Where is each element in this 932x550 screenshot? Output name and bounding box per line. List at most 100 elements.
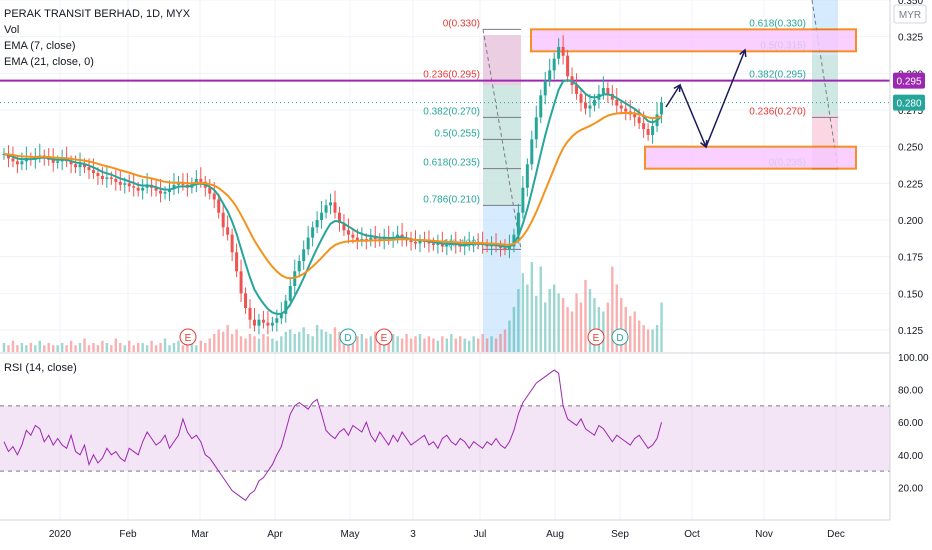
candle-body (615, 99, 619, 106)
volume-bar (204, 343, 207, 352)
volume-bar (199, 340, 203, 352)
fib-ext-label: 0.382(0.295) (749, 70, 806, 81)
volume-bar (172, 343, 176, 352)
price-tick-label: 0.350 (898, 0, 923, 7)
event-marker-e (179, 328, 197, 346)
volume-bar (289, 329, 292, 352)
volume-bar (521, 273, 525, 352)
volume-bar (552, 284, 556, 352)
candle-body (159, 190, 163, 194)
forecast-arrow-head (739, 48, 747, 58)
candle-body (230, 234, 234, 253)
rsi-tick-label: 20.00 (898, 483, 923, 494)
volume-bar (454, 338, 457, 352)
fib-trend-line (482, 29, 522, 250)
candle-body (619, 105, 623, 109)
candle-body (208, 187, 212, 194)
candle-body (78, 164, 82, 168)
candle-body (109, 177, 113, 179)
candle-body (418, 240, 422, 244)
volume-bar (74, 345, 77, 352)
volume-bar (409, 338, 413, 352)
legend-symbol: PERAK TRANSIT BERHAD, 1D, MYX (4, 8, 191, 20)
volume-bar (633, 311, 636, 352)
currency-label: MYR (899, 10, 921, 21)
time-tick-label: 3 (410, 529, 416, 540)
candle-body (284, 300, 288, 314)
volume-bar (584, 280, 587, 352)
candle-body (633, 114, 637, 118)
candle-body (583, 102, 587, 109)
volume-bar (239, 336, 243, 352)
volume-bar (566, 307, 569, 352)
candle-body (575, 85, 579, 94)
candle-body (311, 227, 315, 238)
rsi-tick-label: 40.00 (898, 451, 923, 462)
volume-bar (320, 329, 323, 352)
volume-bar (548, 289, 551, 352)
candle-body (516, 212, 520, 235)
volume-bar (593, 298, 596, 352)
time-tick-label: Nov (755, 529, 773, 540)
volume-bar (11, 340, 15, 352)
volume-bar (208, 338, 211, 352)
volume-bar (159, 343, 162, 352)
rsi-tick-label: 60.00 (898, 418, 923, 429)
forecast-arrow (705, 49, 746, 148)
volume-bar (365, 338, 368, 352)
volume-bar (114, 338, 118, 352)
candle-body (127, 183, 131, 187)
volume-bar (213, 334, 216, 352)
fib-range-green-zone (483, 85, 521, 205)
volume-bar (387, 336, 390, 352)
zone-box-resistance (530, 28, 857, 53)
volume-bar (400, 338, 404, 352)
time-tick-label: Apr (267, 529, 283, 540)
candle-body (320, 212, 324, 220)
volume-bar (56, 345, 59, 352)
candle-body (637, 117, 641, 124)
volume-bar (110, 345, 113, 352)
volume-bar (324, 331, 328, 352)
volume-bar (145, 345, 149, 352)
candle-body (624, 108, 628, 112)
volume-bar (494, 338, 498, 352)
price-tick-label: 0.250 (898, 143, 923, 154)
candle-body (252, 319, 256, 326)
volume-bar (418, 334, 422, 352)
candle-body (373, 237, 377, 240)
volume-bar (16, 345, 19, 352)
volume-bar (271, 338, 274, 352)
volume-bar (105, 343, 109, 352)
candle-body (100, 176, 104, 179)
candle-body (409, 240, 413, 242)
candle-body (168, 189, 171, 193)
volume-bar (405, 334, 408, 352)
volume-bar (293, 334, 296, 352)
volume-bar (637, 320, 641, 352)
candle-body (329, 202, 333, 206)
volume-bar (257, 338, 261, 352)
candle-body (56, 161, 60, 163)
event-marker-label: E (381, 333, 388, 344)
candle-body (83, 164, 87, 168)
candle-body (114, 178, 118, 182)
volume-bar (65, 345, 68, 352)
event-marker-d (611, 328, 629, 346)
fib-level-label: 0(0.330) (443, 18, 480, 29)
volume-bar (150, 340, 153, 352)
volume-bar (655, 325, 659, 352)
volume-bar (34, 345, 37, 352)
fib-level-label: 0.236(0.295) (423, 70, 480, 81)
volume-bar (141, 343, 144, 352)
volume-bar (87, 345, 91, 352)
candle-body (172, 184, 176, 190)
volume-bar (25, 345, 28, 352)
candle-body (534, 117, 538, 140)
volume-bar (244, 338, 247, 352)
volume-bar (38, 340, 41, 352)
volume-bar (262, 334, 265, 352)
candle-body (257, 319, 261, 326)
volume-bar (132, 345, 135, 352)
